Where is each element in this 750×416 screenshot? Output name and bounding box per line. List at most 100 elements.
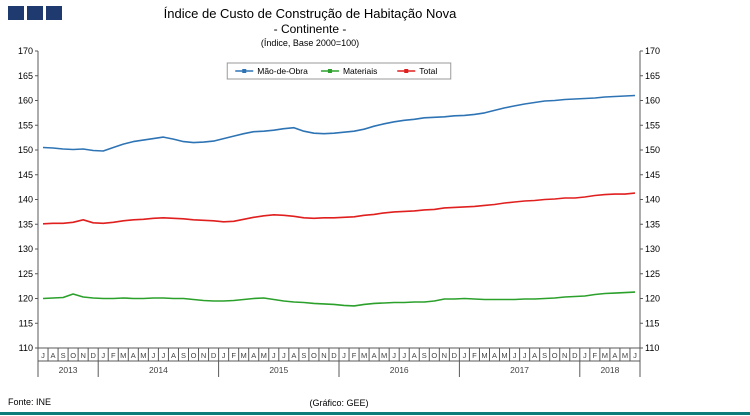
month-label: O (431, 351, 437, 360)
y-axis-label-right: 115 (645, 318, 659, 328)
y-axis-label-left: 135 (18, 219, 33, 229)
month-label: O (311, 351, 317, 360)
month-label: M (241, 351, 247, 360)
year-label: 2013 (59, 365, 78, 375)
month-label: S (422, 351, 427, 360)
y-axis-label-left: 110 (19, 343, 33, 353)
year-label: 2017 (510, 365, 529, 375)
series-line-total (42, 192, 636, 225)
y-axis-label-left: 115 (19, 318, 33, 328)
month-label: M (261, 351, 267, 360)
month-label: N (201, 351, 206, 360)
month-label: D (90, 351, 96, 360)
y-axis-label-right: 165 (645, 71, 660, 81)
month-label: A (171, 351, 176, 360)
month-label: D (452, 351, 458, 360)
month-label: N (562, 351, 567, 360)
month-label: O (70, 351, 76, 360)
month-label: J (523, 351, 527, 360)
month-label: A (412, 351, 417, 360)
credit-note: (Gráfico: GEE) (309, 398, 369, 408)
month-label: A (291, 351, 296, 360)
month-label: J (101, 351, 105, 360)
month-label: D (572, 351, 578, 360)
y-axis-label-left: 165 (18, 71, 33, 81)
chart-subtitle: - Continente - (273, 22, 347, 36)
y-axis-label-left: 140 (18, 195, 33, 205)
year-label: 2016 (390, 365, 409, 375)
month-label: N (321, 351, 326, 360)
logo (8, 6, 62, 20)
month-label: M (120, 351, 126, 360)
month-label: A (131, 351, 136, 360)
month-label: M (501, 351, 507, 360)
y-axis-label-right: 150 (645, 145, 660, 155)
month-label: S (61, 351, 66, 360)
y-axis-label-left: 155 (18, 120, 33, 130)
month-label: J (222, 351, 226, 360)
legend-label: Mão-de-Obra (257, 66, 308, 76)
month-label: D (211, 351, 217, 360)
logo-square-icon (8, 6, 24, 20)
y-axis-label-left: 160 (18, 96, 33, 106)
logo-square-icon (27, 6, 43, 20)
y-axis-label-left: 170 (18, 46, 33, 56)
y-axis-label-right: 120 (645, 294, 660, 304)
bottom-rule (0, 412, 750, 415)
month-label: J (463, 351, 467, 360)
month-label: M (602, 351, 608, 360)
month-label: F (472, 351, 477, 360)
y-axis-label-left: 120 (18, 294, 33, 304)
month-label: J (152, 351, 156, 360)
series-line-m-o-de-obra (42, 94, 636, 152)
month-label: J (342, 351, 346, 360)
month-label: J (392, 351, 396, 360)
month-label: S (181, 351, 186, 360)
month-label: J (402, 351, 406, 360)
y-axis-label-right: 160 (645, 96, 660, 106)
month-label: M (381, 351, 387, 360)
legend-key-marker (404, 69, 409, 73)
y-axis-label-left: 145 (18, 170, 33, 180)
y-axis-label-right: 125 (645, 269, 660, 279)
month-label: O (552, 351, 558, 360)
month-label: J (513, 351, 517, 360)
series-line-materiais (42, 291, 636, 307)
month-label: D (331, 351, 337, 360)
month-label: A (492, 351, 497, 360)
title-block: Índice de Custo de Construção de Habitaç… (0, 6, 620, 48)
month-label: A (532, 351, 537, 360)
month-label: A (612, 351, 617, 360)
month-label: N (80, 351, 85, 360)
month-label: A (372, 351, 377, 360)
y-axis-label-right: 145 (645, 170, 660, 180)
month-label: F (231, 351, 236, 360)
month-label: J (162, 351, 166, 360)
month-label: J (41, 351, 45, 360)
year-label: 2015 (269, 365, 288, 375)
legend-label: Materiais (343, 66, 377, 76)
month-label: N (442, 351, 447, 360)
legend-key-marker (242, 69, 247, 73)
legend-box (226, 62, 452, 80)
month-label: J (272, 351, 276, 360)
legend-key-marker (327, 69, 332, 73)
legend-label: Total (419, 66, 437, 76)
month-label: F (352, 351, 357, 360)
month-label: M (361, 351, 367, 360)
chart-title: Índice de Custo de Construção de Habitaç… (163, 6, 457, 21)
month-label: S (542, 351, 547, 360)
y-axis-label-left: 125 (18, 269, 33, 279)
year-label: 2018 (600, 365, 619, 375)
y-axis-label-right: 110 (645, 343, 659, 353)
month-label: A (251, 351, 256, 360)
y-axis-label-left: 150 (18, 145, 33, 155)
month-label: F (111, 351, 116, 360)
source-note: Fonte: INE (8, 397, 52, 407)
month-label: F (593, 351, 598, 360)
month-label: O (191, 351, 197, 360)
y-axis-label-right: 130 (645, 244, 660, 254)
y-axis-label-right: 155 (645, 120, 660, 130)
